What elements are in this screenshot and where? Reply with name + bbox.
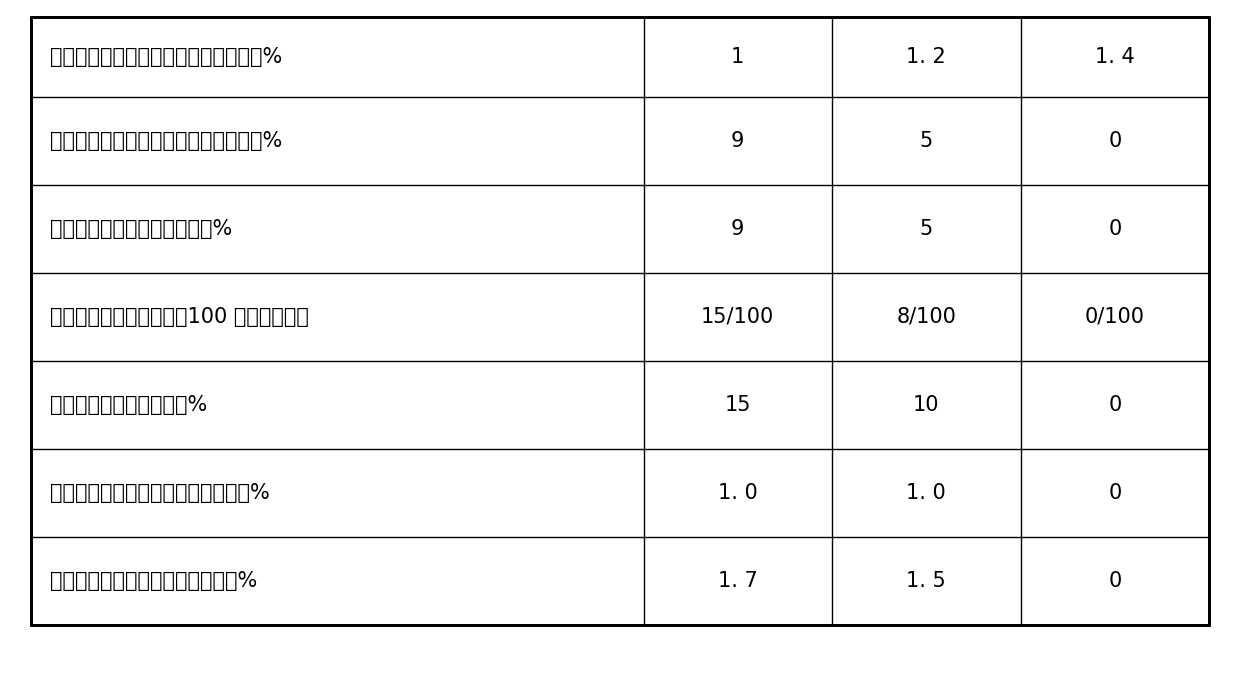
Text: 5: 5: [920, 131, 932, 151]
Text: 1. 0: 1. 0: [906, 483, 946, 503]
Text: 1. 7: 1. 7: [718, 571, 758, 591]
Text: 0: 0: [1109, 219, 1121, 239]
Text: 5: 5: [920, 219, 932, 239]
Text: 催化剂烯烃选择性的活性区间增加值，%: 催化剂烯烃选择性的活性区间增加值，%: [50, 131, 281, 151]
Text: 1. 0: 1. 0: [718, 483, 758, 503]
Text: 0: 0: [1109, 571, 1121, 591]
Text: 0: 0: [1109, 395, 1121, 415]
Bar: [31, 17, 1209, 625]
Text: 10: 10: [913, 395, 940, 415]
Text: 8/100: 8/100: [897, 307, 956, 327]
Text: 1. 5: 1. 5: [906, 571, 946, 591]
Text: 催化剂进入反应器的瞬时积炭量，重量%: 催化剂进入反应器的瞬时积炭量，重量%: [50, 47, 281, 67]
Text: 1. 2: 1. 2: [906, 47, 946, 67]
Text: 0/100: 0/100: [1085, 307, 1145, 327]
Text: 双烯（乙烯和丙烯）选择性增加值，%: 双烯（乙烯和丙烯）选择性增加值，%: [50, 483, 269, 503]
Text: 1. 4: 1. 4: [1095, 47, 1135, 67]
Text: 9: 9: [732, 131, 744, 151]
Text: 单位催化剂烯烃产量增加值，%: 单位催化剂烯烃产量增加值，%: [50, 219, 232, 239]
Text: 1: 1: [732, 47, 744, 67]
Text: 0: 0: [1109, 483, 1121, 503]
Text: 15/100: 15/100: [701, 307, 775, 327]
Text: 15: 15: [724, 395, 751, 415]
Text: 催化剂使用寿命延长值，%: 催化剂使用寿命延长值，%: [50, 395, 207, 415]
Text: 0: 0: [1109, 131, 1121, 151]
Text: 催化剂再生次数减少值，100 次的减少次数: 催化剂再生次数减少值，100 次的减少次数: [50, 307, 309, 327]
Text: 双烯（乙烯和丙烯）产量增加值，%: 双烯（乙烯和丙烯）产量增加值，%: [50, 571, 257, 591]
Text: 9: 9: [732, 219, 744, 239]
